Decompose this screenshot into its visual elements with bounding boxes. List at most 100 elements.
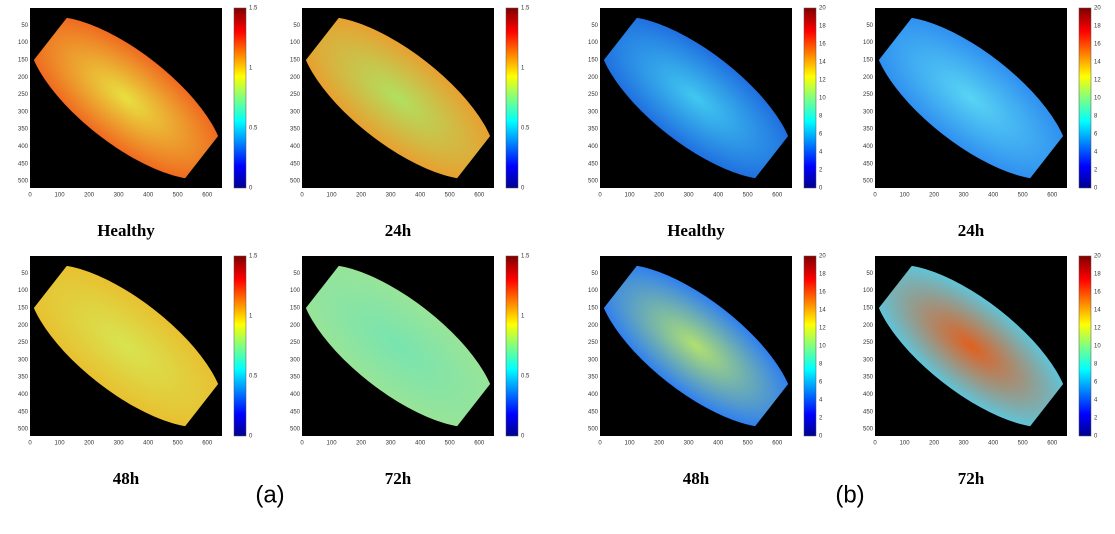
y-tick-label: 400 bbox=[863, 144, 874, 150]
x-tick-label: 0 bbox=[873, 441, 877, 447]
y-tick-label: 350 bbox=[290, 375, 301, 381]
colorbar-tick-label: 1.5 bbox=[249, 6, 258, 12]
panel-label: (a) bbox=[255, 481, 284, 508]
x-tick-label: 0 bbox=[28, 193, 32, 199]
x-tick-label: 0 bbox=[300, 193, 304, 199]
y-tick-label: 450 bbox=[18, 409, 29, 415]
x-tick-label: 200 bbox=[356, 441, 367, 447]
x-tick-label: 300 bbox=[386, 441, 397, 447]
y-tick-label: 100 bbox=[18, 40, 29, 46]
colorbar bbox=[804, 256, 816, 436]
colorbar-tick-label: 14 bbox=[1094, 60, 1101, 66]
x-tick-label: 400 bbox=[713, 441, 724, 447]
x-tick-label: 0 bbox=[598, 193, 602, 199]
colorbar-tick-label: 8 bbox=[819, 362, 823, 368]
colorbar-tick-label: 18 bbox=[819, 272, 826, 278]
colorbar-tick-label: 4 bbox=[1094, 150, 1098, 156]
y-tick-label: 500 bbox=[588, 179, 599, 185]
x-tick-label: 500 bbox=[173, 193, 184, 199]
colorbar-tick-label: 14 bbox=[819, 308, 826, 314]
y-tick-label: 350 bbox=[18, 375, 29, 381]
y-tick-label: 450 bbox=[588, 409, 599, 415]
y-tick-label: 500 bbox=[863, 427, 874, 433]
colorbar bbox=[506, 256, 518, 436]
image-caption: 24h bbox=[958, 221, 985, 240]
colorbar-tick-label: 20 bbox=[819, 254, 826, 260]
x-tick-label: 400 bbox=[143, 441, 154, 447]
x-tick-label: 500 bbox=[1018, 441, 1029, 447]
y-tick-label: 250 bbox=[863, 92, 874, 98]
x-tick-label: 100 bbox=[625, 441, 636, 447]
image-caption: 48h bbox=[683, 469, 710, 488]
x-tick-label: 100 bbox=[900, 441, 911, 447]
y-tick-label: 300 bbox=[863, 109, 874, 115]
x-tick-label: 0 bbox=[598, 441, 602, 447]
colorbar-tick-label: 2 bbox=[819, 416, 823, 422]
colorbar-tick-label: 0 bbox=[521, 186, 525, 192]
y-tick-label: 400 bbox=[863, 392, 874, 398]
colorbar-tick-label: 0.5 bbox=[249, 374, 258, 380]
x-tick-label: 200 bbox=[356, 193, 367, 199]
colorbar bbox=[1079, 8, 1091, 188]
colorbar-tick-label: 16 bbox=[1094, 42, 1101, 48]
y-tick-label: 150 bbox=[18, 306, 29, 312]
colorbar-tick-label: 6 bbox=[819, 132, 823, 138]
y-tick-label: 400 bbox=[588, 144, 599, 150]
x-tick-label: 0 bbox=[300, 441, 304, 447]
colorbar-tick-label: 6 bbox=[1094, 380, 1098, 386]
y-tick-label: 50 bbox=[293, 271, 300, 277]
colorbar-tick-label: 18 bbox=[1094, 272, 1101, 278]
y-tick-label: 100 bbox=[863, 288, 874, 294]
image-caption: 72h bbox=[385, 469, 412, 488]
colorbar-tick-label: 0 bbox=[819, 186, 823, 192]
colorbar-tick-label: 6 bbox=[1094, 132, 1098, 138]
x-tick-label: 200 bbox=[84, 193, 95, 199]
y-tick-label: 350 bbox=[863, 127, 874, 133]
colorbar-tick-label: 2 bbox=[1094, 168, 1098, 174]
y-tick-label: 350 bbox=[290, 127, 301, 133]
figure: (a)0100200300400500600501001502002503003… bbox=[0, 0, 1115, 529]
colorbar-tick-label: 0.5 bbox=[521, 126, 530, 132]
colorbar-tick-label: 1.5 bbox=[521, 6, 530, 12]
colorbar-tick-label: 0.5 bbox=[249, 126, 258, 132]
y-tick-label: 300 bbox=[588, 109, 599, 115]
panel-label: (b) bbox=[835, 481, 864, 508]
y-tick-label: 300 bbox=[18, 357, 29, 363]
colorbar bbox=[804, 8, 816, 188]
y-tick-label: 450 bbox=[863, 161, 874, 167]
colorbar-tick-label: 10 bbox=[1094, 344, 1101, 350]
y-tick-label: 500 bbox=[18, 179, 29, 185]
y-tick-label: 150 bbox=[18, 58, 29, 64]
colorbar bbox=[234, 256, 246, 436]
colorbar-tick-label: 12 bbox=[1094, 78, 1101, 84]
x-tick-label: 400 bbox=[415, 193, 426, 199]
colorbar-tick-label: 20 bbox=[1094, 6, 1101, 12]
colorbar-tick-label: 10 bbox=[1094, 96, 1101, 102]
y-tick-label: 450 bbox=[588, 161, 599, 167]
colorbar-tick-label: 0 bbox=[249, 434, 253, 440]
image-caption: 48h bbox=[113, 469, 140, 488]
y-tick-label: 500 bbox=[290, 179, 301, 185]
y-tick-label: 450 bbox=[290, 161, 301, 167]
y-tick-label: 250 bbox=[290, 340, 301, 346]
colorbar-tick-label: 0 bbox=[1094, 186, 1098, 192]
colorbar-tick-label: 20 bbox=[1094, 254, 1101, 260]
x-tick-label: 100 bbox=[327, 193, 338, 199]
colorbar-tick-label: 14 bbox=[1094, 308, 1101, 314]
colorbar-tick-label: 8 bbox=[1094, 362, 1098, 368]
colorbar bbox=[1079, 256, 1091, 436]
y-tick-label: 400 bbox=[290, 392, 301, 398]
colorbar-tick-label: 18 bbox=[819, 24, 826, 30]
y-tick-label: 100 bbox=[863, 40, 874, 46]
y-tick-label: 200 bbox=[588, 75, 599, 81]
x-tick-label: 600 bbox=[202, 193, 213, 199]
y-tick-label: 250 bbox=[588, 92, 599, 98]
colorbar-tick-label: 12 bbox=[1094, 326, 1101, 332]
y-tick-label: 200 bbox=[863, 323, 874, 329]
y-tick-label: 50 bbox=[293, 23, 300, 29]
x-tick-label: 300 bbox=[959, 441, 970, 447]
colorbar-tick-label: 0 bbox=[521, 434, 525, 440]
x-tick-label: 300 bbox=[114, 441, 125, 447]
y-tick-label: 50 bbox=[866, 271, 873, 277]
colorbar-tick-label: 8 bbox=[1094, 114, 1098, 120]
